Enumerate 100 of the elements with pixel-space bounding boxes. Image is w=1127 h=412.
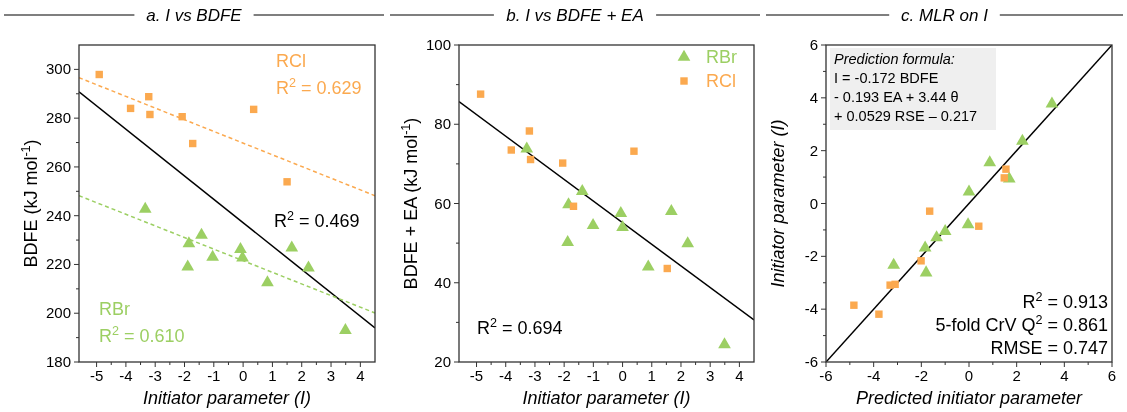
y-tick-label: 40 [434,273,451,291]
y-tick-label: 100 [425,36,451,53]
x-axis-title: Initiator parameter (I) [522,388,691,408]
x-tick-label: -3 [528,367,542,384]
x-tick-label: 2 [676,367,686,384]
point [664,204,678,216]
point [138,201,152,213]
y-axis-title: Initiator parameter (I) [768,119,788,288]
point [1002,165,1010,173]
x-tick-label: 0 [618,367,627,384]
annotation: R$^{2}$ = 0.610 [99,324,185,346]
point [938,223,952,235]
x-tick-label: 1 [268,367,277,384]
annotation: R$^{2}$ = 0.694 [477,316,563,338]
point [875,310,883,318]
x-tick-label: -5 [89,367,104,384]
x-tick-label: -4 [866,367,881,384]
point [925,207,934,215]
x-tick-label: -1 [586,367,601,384]
x-tick-label: 4 [1060,367,1069,384]
point [561,234,575,246]
point [1016,133,1029,145]
point [1045,96,1059,108]
point [616,219,629,231]
y-tick-label: 180 [45,353,71,370]
y-tick-label: 0 [809,194,818,212]
x-tick-label: 1 [647,367,656,384]
point [630,147,638,155]
y-tick-label: 280 [45,109,71,127]
point [476,90,485,98]
point [261,275,274,287]
point [718,337,731,349]
chart-title: a. I vs BDFE [146,6,243,25]
point [586,217,600,229]
x-tick-label: 4 [735,367,744,384]
point [850,301,858,309]
y-tick-label: 20 [434,353,451,370]
y-tick-label: 80 [434,115,451,133]
y-tick-label: 6 [809,36,818,53]
point [283,178,291,186]
y-tick-label: 220 [45,255,71,273]
x-tick-label: -2 [557,367,571,384]
x-axis-title: Predicted initiator parameter [855,388,1084,408]
legend-label: RCl [706,71,736,91]
chart-title: c. MLR on I [901,6,989,25]
point [558,159,567,167]
point [919,265,933,277]
x-tick-label: -3 [148,367,162,384]
y-tick-label: -2 [804,247,818,265]
x-tick-label: -1 [207,367,221,384]
x-tick-label: 0 [238,367,248,384]
point [575,183,589,195]
text: RCl [276,51,306,71]
x-tick-label: 3 [326,367,336,384]
annotation: R$^{2}$ = 0.913 5-fold CrV Q$^{2}$ = 0.861 RMSE = 0.747 [935,290,1108,358]
x-tick-label: -4 [499,367,513,384]
point [1000,174,1008,182]
point [234,242,247,254]
point [520,141,534,153]
y-tick-label: 4 [809,88,818,106]
point [918,240,932,252]
y-tick-label: -6 [804,353,818,370]
point [887,257,901,269]
point [891,280,899,289]
x-tick-label: -5 [469,367,484,384]
point [525,127,534,135]
point [681,236,695,248]
legend-label: RBr [706,47,737,67]
y-tick-label: 60 [434,194,451,212]
x-tick-label: -4 [119,367,133,384]
x-tick-label: 6 [1107,367,1117,384]
x-tick-label: -2 [177,367,192,384]
point [181,259,195,271]
chart-title: b. I vs BDFE + EA [506,6,644,25]
y-tick-label: 240 [45,206,71,224]
point [178,112,186,121]
y-tick-label: 2 [809,141,818,159]
x-tick-label: 4 [356,367,365,384]
x-tick-label: 2 [1012,367,1021,384]
x-tick-label: 0 [964,367,974,384]
point [983,155,997,167]
y-tick-label: 200 [45,304,71,322]
point [961,217,975,229]
annotation: Prediction formula: I = -0.172 BDFE - 0.193 EA + 3.44 θ + 0.0529 RSE – 0.217 [834,51,978,124]
annotation: R$^{2}$ = 0.469 [274,209,360,231]
x-tick-label: 3 [706,367,715,384]
point [195,227,208,239]
point [641,259,655,271]
x-tick-label: -2 [914,367,929,384]
point [339,322,352,334]
y-tick-label: 300 [45,60,71,78]
point [182,236,196,248]
annotation: R$^{2}$ = 0.629 [276,76,362,98]
point [917,257,925,265]
x-tick-label: 2 [297,367,306,384]
x-axis-title: Initiator parameter (I) [142,388,312,408]
y-tick-label: -4 [804,300,818,318]
point [930,230,943,242]
point [206,249,219,261]
point [146,110,154,119]
